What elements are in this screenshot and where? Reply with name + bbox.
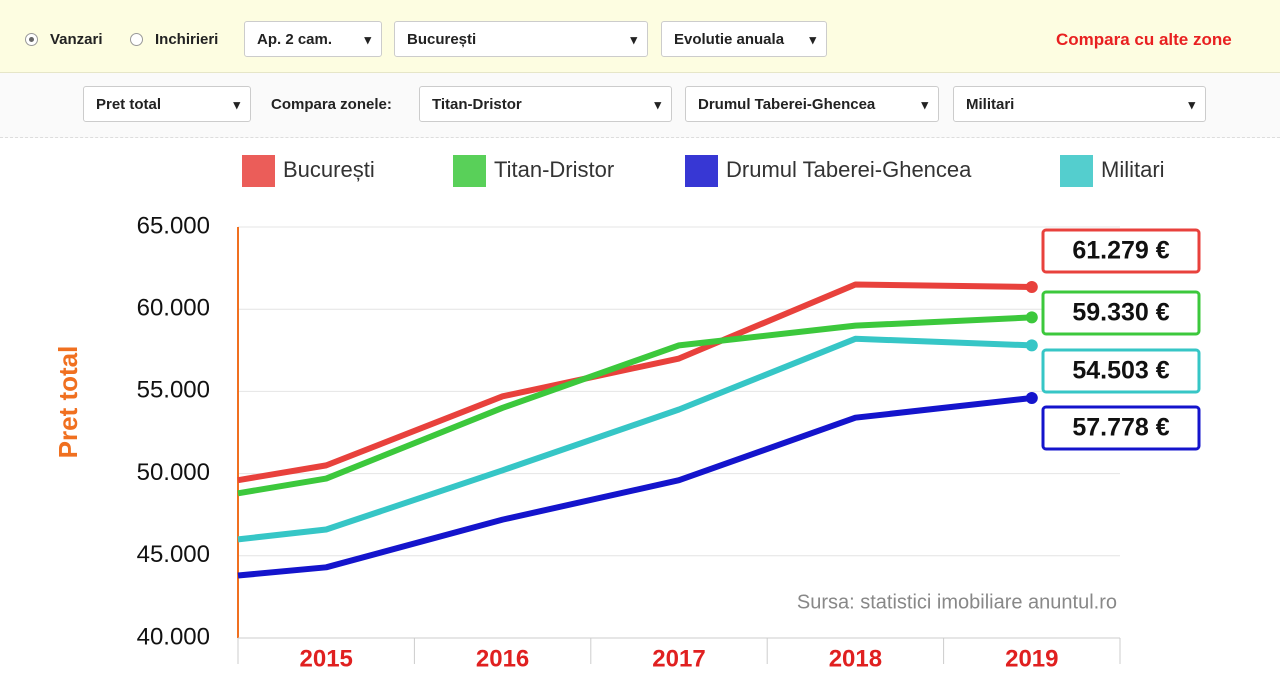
- value-box: [1041, 228, 1201, 274]
- top-bar: Vanzari Inchirieri Ap. 2 cam. București …: [0, 0, 1280, 73]
- end-dot: [1025, 339, 1038, 352]
- legend-label: Titan-Dristor: [494, 157, 614, 182]
- line: [237, 335, 1032, 543]
- legend-swatch: [242, 155, 275, 187]
- chart: București Titan-Dristor Drumul Taberei-Ghe…: [53, 155, 1201, 672]
- value-box-label: 57.778 €: [1072, 414, 1169, 442]
- legend-label: Drumul Taberei-Ghencea: [726, 157, 972, 182]
- value-box: [1041, 405, 1201, 451]
- radio-label[interactable]: Inchirieri: [155, 31, 219, 48]
- value-box-label: 61.279 €: [1072, 237, 1169, 265]
- source-note: Sursa: statistici imobiliare anuntul.ro: [797, 591, 1117, 613]
- select[interactable]: Drumul Taberei-Ghencea: [685, 86, 939, 123]
- line: [237, 281, 1032, 484]
- radio[interactable]: [130, 33, 143, 46]
- line: [237, 314, 1032, 497]
- legend-swatch: [453, 155, 486, 187]
- value-box: [1041, 348, 1201, 394]
- label: Compara zonele:: [271, 96, 392, 113]
- y-tick-label: 45.000: [137, 541, 210, 568]
- x-tick-label: 2019: [1005, 645, 1058, 672]
- line: [237, 394, 1033, 579]
- radio[interactable]: [25, 33, 38, 46]
- value-box: [1041, 290, 1201, 336]
- y-tick-label: 50.000: [137, 459, 210, 486]
- select[interactable]: București: [394, 21, 648, 58]
- select[interactable]: Ap. 2 cam.: [244, 21, 382, 58]
- filter-bar: Pret total Compara zonele: Titan-Dristor…: [0, 73, 1280, 138]
- end-dot: [1025, 391, 1038, 404]
- end-dot: [1025, 281, 1038, 294]
- legend-label: București: [283, 157, 375, 182]
- link[interactable]: Compara cu alte zone: [1056, 30, 1232, 49]
- x-tick-label: 2017: [652, 645, 705, 672]
- y-tick-label: 65.000: [137, 212, 210, 239]
- legend-label: Militari: [1101, 157, 1165, 182]
- x-tick-label: 2018: [829, 645, 882, 672]
- radio-label[interactable]: Vanzari: [50, 31, 103, 48]
- value-box-label: 59.330 €: [1072, 299, 1169, 327]
- select[interactable]: Evolutie anuala: [661, 21, 827, 58]
- value-box-label: 54.503 €: [1072, 357, 1169, 385]
- select[interactable]: Titan-Dristor: [419, 86, 672, 123]
- select[interactable]: Pret total: [83, 86, 251, 123]
- y-tick-label: 40.000: [137, 623, 210, 650]
- x-tick-label: 2016: [476, 645, 529, 672]
- x-tick-label: 2015: [300, 645, 353, 672]
- y-tick-label: 55.000: [137, 377, 210, 404]
- legend-swatch: [1060, 155, 1093, 187]
- select[interactable]: Militari: [953, 86, 1206, 123]
- y-axis-label: Pret total: [53, 346, 83, 459]
- y-tick-label: 60.000: [137, 295, 210, 322]
- end-dot: [1025, 311, 1038, 324]
- legend-swatch: [685, 155, 718, 187]
